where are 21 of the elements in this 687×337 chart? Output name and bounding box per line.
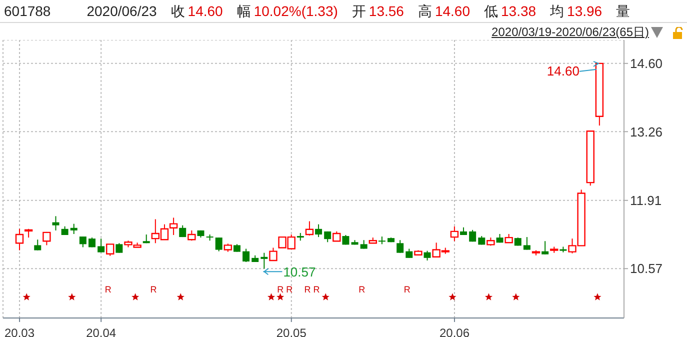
x-tick-label: 20.03 bbox=[4, 326, 35, 337]
annotation: R bbox=[358, 284, 366, 294]
y-tick-label: 11.91 bbox=[630, 193, 662, 208]
text: 2020/06/23 收 14.60 幅 10.02%(1.33) 开 13.56 高 14.60 低 13.38 均 13.96 量 bbox=[86, 3, 630, 19]
annotation: R bbox=[313, 284, 320, 294]
annotation: R bbox=[286, 284, 294, 294]
annotation: R bbox=[404, 284, 411, 294]
x-tick-label: 20.06 bbox=[439, 326, 470, 337]
annotation: 14.60 bbox=[546, 63, 580, 78]
annotation: R bbox=[104, 284, 112, 294]
text: 2020/03/19-2020/06/23(65日) bbox=[492, 24, 649, 41]
chart-title: 601788 bbox=[4, 3, 51, 19]
annotation: R bbox=[277, 284, 284, 294]
annotation: 10.57 bbox=[283, 264, 316, 280]
y-tick-label: 14.60 bbox=[630, 56, 663, 72]
y-tick-label: 10.57 bbox=[630, 261, 663, 276]
x-tick-label: 20.05 bbox=[276, 326, 307, 337]
annotation: R bbox=[304, 284, 312, 294]
x-tick-label: 20.04 bbox=[86, 326, 116, 337]
y-tick-label: 13.26 bbox=[630, 124, 663, 140]
annotation: R bbox=[150, 284, 158, 294]
